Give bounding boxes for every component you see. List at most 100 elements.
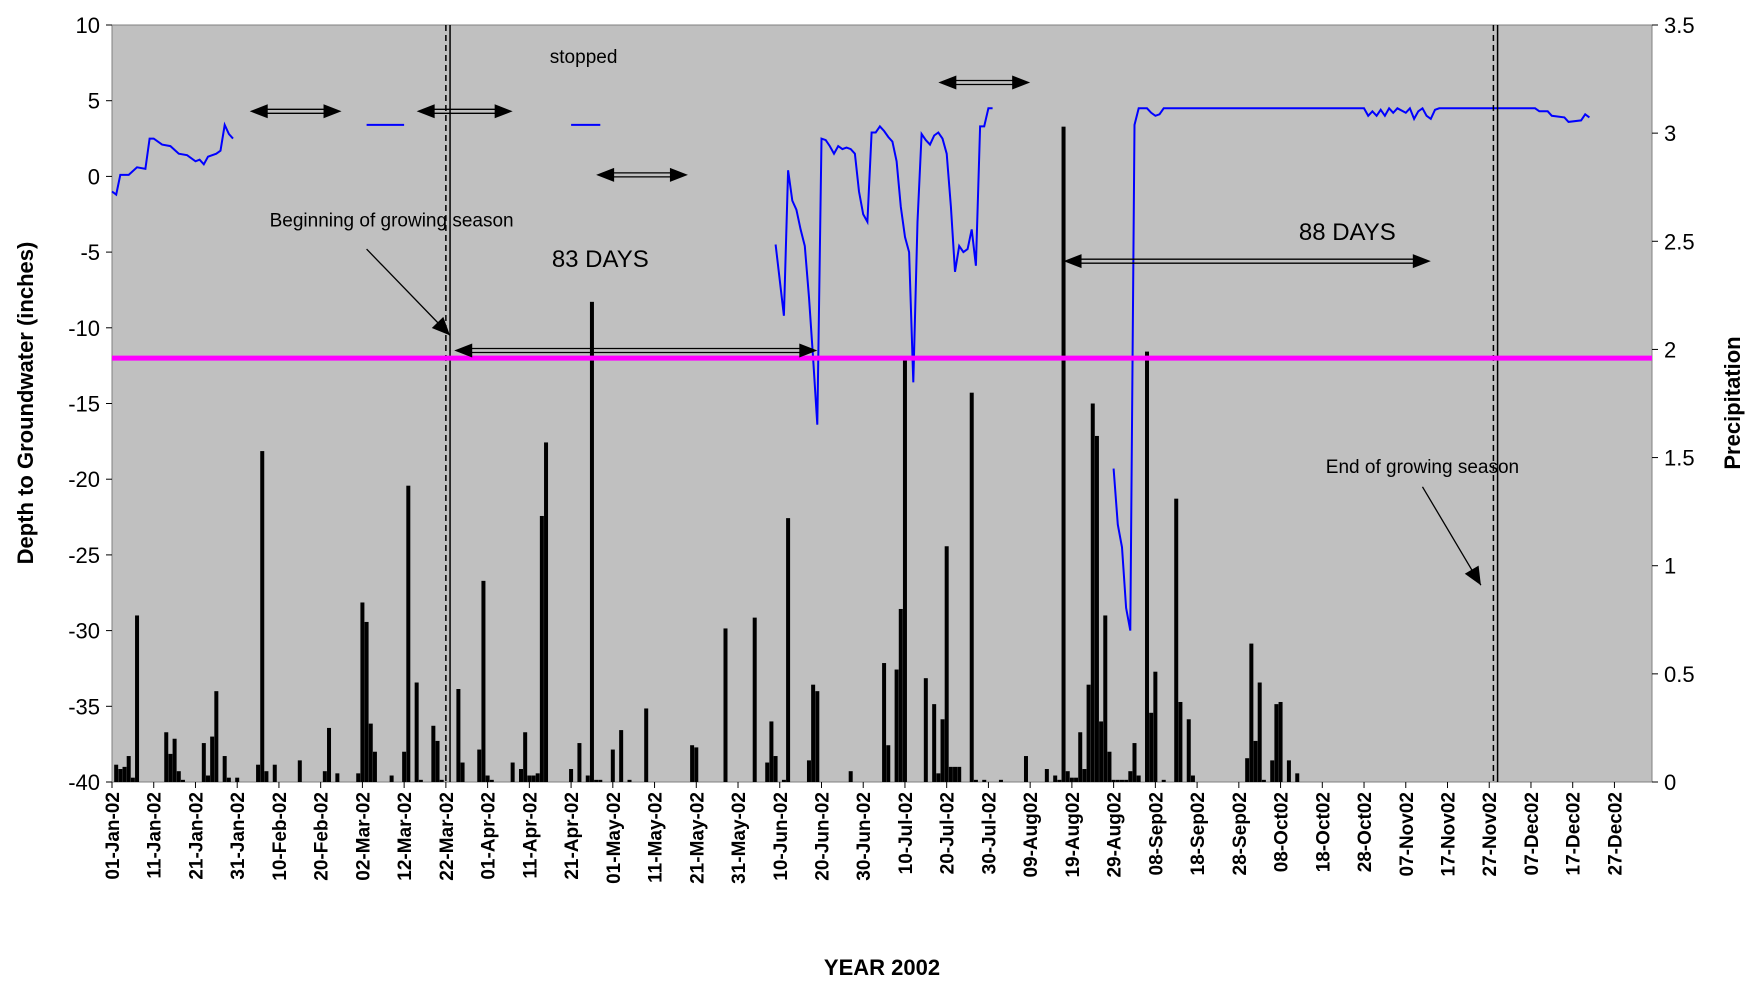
precip-bar-38 bbox=[439, 779, 444, 782]
precip-bar-40 bbox=[460, 762, 465, 782]
precip-bar-12 bbox=[205, 775, 210, 782]
x-tick-label-18: 30-Jun-02 bbox=[854, 792, 875, 881]
precip-bar-48 bbox=[527, 775, 532, 782]
left-tick-label-0: 10 bbox=[76, 13, 100, 38]
precip-bar-78 bbox=[894, 669, 899, 782]
annotation-1: Beginning of growing season bbox=[270, 210, 514, 231]
x-tick-label-26: 18-Sep02 bbox=[1188, 792, 1209, 875]
precip-bar-132 bbox=[1286, 760, 1291, 782]
precip-bar-16 bbox=[226, 777, 231, 782]
right-tick-label-5: 1 bbox=[1664, 554, 1676, 579]
precip-bar-58 bbox=[598, 779, 603, 782]
precip-bar-89 bbox=[969, 392, 974, 782]
precip-bar-68 bbox=[769, 721, 774, 782]
right-tick-label-6: 0.5 bbox=[1664, 662, 1695, 687]
precip-bar-74 bbox=[815, 691, 820, 782]
precip-bar-54 bbox=[577, 743, 582, 782]
precip-bar-31 bbox=[389, 775, 394, 782]
precip-bar-52 bbox=[544, 442, 549, 782]
precip-bar-57 bbox=[594, 779, 599, 782]
precip-bar-43 bbox=[485, 775, 490, 782]
precip-bar-45 bbox=[510, 762, 515, 782]
precip-bar-29 bbox=[368, 723, 373, 782]
precip-bar-26 bbox=[356, 773, 361, 782]
double-arrow-head-left-1 bbox=[416, 104, 435, 119]
double-arrow-head-left-5 bbox=[1063, 254, 1082, 269]
right-axis-ticks: 3.5 3 2.5 2 1.5 1 0.5 0 bbox=[1652, 13, 1695, 795]
groundwater-line-4 bbox=[1112, 106, 1590, 631]
x-tick-label-32: 17-Nov02 bbox=[1439, 792, 1460, 877]
precip-bar-67 bbox=[765, 762, 770, 782]
left-tick-label-5: -15 bbox=[68, 392, 100, 417]
precip-bar-56 bbox=[589, 301, 594, 782]
precip-bar-24 bbox=[327, 727, 332, 782]
precip-bar-2 bbox=[122, 766, 127, 782]
precip-bar-107 bbox=[1103, 615, 1108, 782]
precip-bar-1 bbox=[118, 769, 123, 782]
left-tick-label-3: -5 bbox=[80, 240, 100, 265]
precip-bar-18 bbox=[256, 764, 261, 782]
precip-bar-100 bbox=[1074, 777, 1079, 782]
x-tick-label-10: 11-Apr-02 bbox=[520, 792, 541, 879]
precip-bar-129 bbox=[1270, 760, 1275, 782]
right-tick-label-3: 2 bbox=[1664, 337, 1676, 362]
precip-bar-91 bbox=[982, 779, 987, 782]
precip-bar-97 bbox=[1061, 126, 1066, 782]
y-axis-right-title: Precipitation bbox=[1720, 336, 1745, 469]
precip-bar-53 bbox=[569, 769, 574, 782]
precip-bar-120 bbox=[1174, 498, 1179, 782]
precip-bar-44 bbox=[489, 779, 494, 782]
precip-bar-28 bbox=[364, 621, 369, 782]
x-tick-label-4: 10-Feb-02 bbox=[270, 792, 291, 881]
precip-bar-79 bbox=[898, 608, 903, 782]
precip-bar-105 bbox=[1094, 435, 1099, 782]
precip-bar-106 bbox=[1099, 721, 1104, 782]
left-tick-label-4: -10 bbox=[68, 316, 100, 341]
double-arrow-head-left-2 bbox=[596, 167, 615, 182]
precip-bar-96 bbox=[1057, 779, 1062, 782]
x-tick-label-6: 02-Mar-02 bbox=[353, 792, 374, 881]
precip-bar-47 bbox=[523, 732, 528, 782]
precip-bar-51 bbox=[539, 515, 544, 782]
x-axis-title: YEAR 2002 bbox=[824, 955, 940, 980]
precip-bar-102 bbox=[1082, 769, 1087, 782]
precip-bar-111 bbox=[1119, 779, 1124, 782]
precip-bar-82 bbox=[932, 704, 937, 782]
precip-bar-104 bbox=[1090, 403, 1095, 782]
precip-bar-41 bbox=[477, 749, 482, 782]
precip-bar-9 bbox=[176, 771, 181, 782]
right-tick-label-2: 2.5 bbox=[1664, 229, 1695, 254]
right-tick-label-1: 3 bbox=[1664, 121, 1676, 146]
precip-bar-49 bbox=[531, 775, 536, 782]
x-tick-label-5: 20-Feb-02 bbox=[312, 792, 333, 881]
precip-bar-5 bbox=[135, 615, 140, 782]
x-tick-label-2: 21-Jan-02 bbox=[187, 792, 208, 880]
precip-bar-94 bbox=[1044, 769, 1049, 782]
precip-bar-33 bbox=[406, 485, 411, 782]
text-annotations: stopped Beginning of growing season 83 DAY… bbox=[270, 47, 1519, 478]
precip-bar-85 bbox=[944, 546, 949, 782]
precip-bar-90 bbox=[973, 779, 978, 782]
pointer-arrow-head-1 bbox=[1464, 565, 1481, 586]
pointer-arrow-head-0 bbox=[431, 316, 450, 336]
x-tick-label-8: 22-Mar-02 bbox=[437, 792, 458, 881]
x-tick-label-19: 10-Jul-02 bbox=[896, 792, 917, 874]
x-tick-label-17: 20-Jun-02 bbox=[813, 792, 834, 881]
precip-bar-0 bbox=[114, 764, 119, 782]
precip-bar-46 bbox=[518, 769, 523, 782]
precip-bar-22 bbox=[297, 760, 302, 782]
growing-season-boundary-lines bbox=[445, 25, 1499, 782]
precip-bar-77 bbox=[886, 745, 891, 782]
precip-bar-37 bbox=[435, 740, 440, 782]
precip-bar-32 bbox=[402, 751, 407, 782]
precip-bar-7 bbox=[168, 753, 173, 782]
double-arrow-head-left-0 bbox=[249, 104, 268, 119]
x-tick-label-36: 27-Dec02 bbox=[1605, 792, 1626, 875]
groundwater-series-group bbox=[111, 106, 1590, 631]
precip-bar-63 bbox=[690, 745, 695, 782]
precip-bar-113 bbox=[1128, 771, 1133, 782]
double-arrow-head-right-4 bbox=[799, 343, 818, 358]
precip-bar-114 bbox=[1132, 743, 1137, 782]
precip-bar-21 bbox=[272, 764, 277, 782]
